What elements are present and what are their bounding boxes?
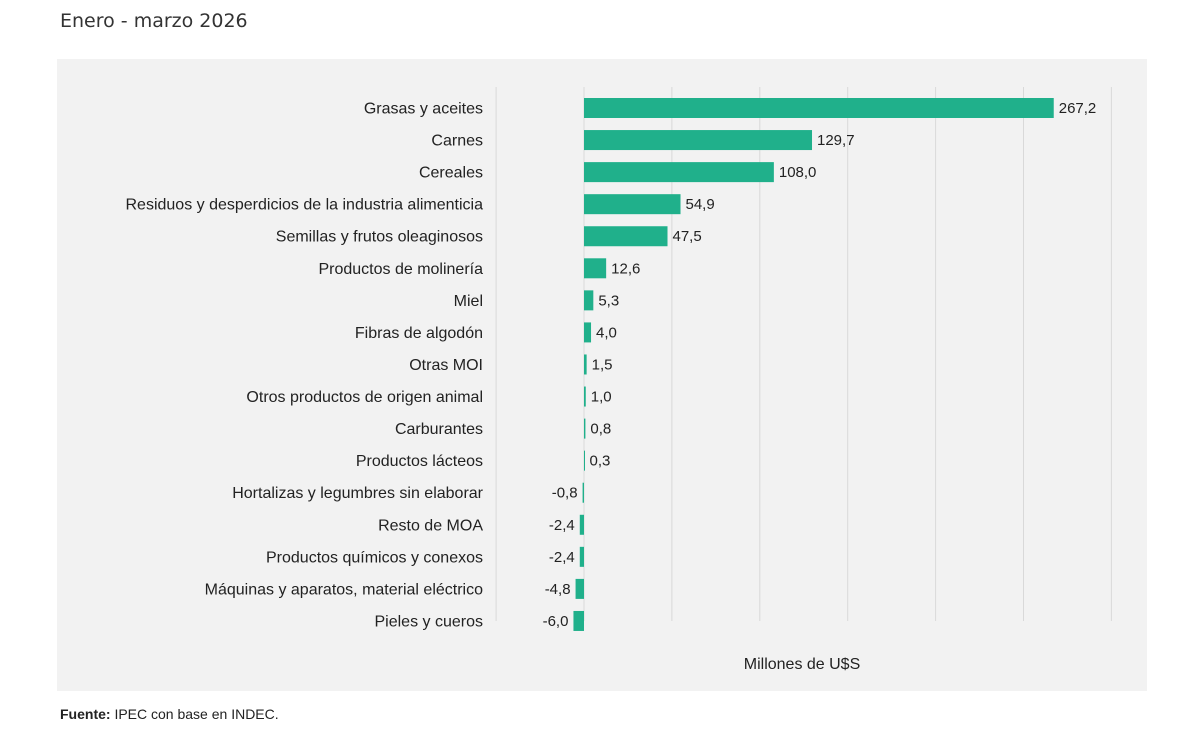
data-label: 12,6 <box>611 260 640 277</box>
data-label: 47,5 <box>673 228 702 245</box>
data-label: 1,0 <box>591 389 612 406</box>
category-label: Grasas y aceites <box>364 101 483 118</box>
data-label: 4,0 <box>596 324 617 341</box>
bar <box>579 514 584 535</box>
source-label: Fuente: <box>60 706 111 722</box>
source-text: IPEC con base en INDEC. <box>110 706 279 722</box>
category-label: Cereales <box>419 165 483 182</box>
data-label: 0,3 <box>590 453 611 470</box>
category-label: Productos lácteos <box>356 453 483 470</box>
category-labels: Grasas y aceites Carnes Cereales Residuos y… <box>125 101 483 631</box>
bar <box>575 578 584 599</box>
bar <box>584 386 586 407</box>
chart-panel: Grasas y aceites Carnes Cereales Residuos y… <box>57 59 1147 691</box>
bars <box>573 98 1054 631</box>
category-label: Fibras de algodón <box>355 325 483 342</box>
bar <box>584 450 585 471</box>
category-label: Otras MOI <box>409 357 483 374</box>
bar <box>582 482 584 503</box>
category-label: Productos de molinería <box>318 261 483 278</box>
category-label: Carnes <box>431 133 483 150</box>
bar <box>584 98 1054 118</box>
bar <box>584 418 586 439</box>
chart-title: Enero - marzo 2026 <box>60 10 248 32</box>
data-label: 129,7 <box>817 132 855 149</box>
x-axis-label: Millones de U$S <box>744 656 861 673</box>
bar-chart: Grasas y aceites Carnes Cereales Residuos y… <box>125 87 1112 673</box>
bar <box>584 162 774 183</box>
bar <box>584 226 668 247</box>
data-label: 267,2 <box>1059 100 1097 117</box>
bar <box>584 130 813 151</box>
source-note: Fuente: IPEC con base en INDEC. <box>60 706 279 722</box>
data-label: -2,4 <box>549 517 575 534</box>
data-label: -0,8 <box>552 485 578 502</box>
data-label: 108,0 <box>779 164 817 181</box>
data-label: -4,8 <box>545 581 571 598</box>
category-label: Pieles y cueros <box>375 613 484 630</box>
bar <box>584 258 607 279</box>
category-label: Carburantes <box>395 421 483 438</box>
category-label: Otros productos de origen animal <box>246 389 483 406</box>
category-label: Resto de MOA <box>378 517 483 534</box>
data-label: 5,3 <box>598 292 619 309</box>
data-label: -2,4 <box>549 549 575 566</box>
bar <box>584 194 681 215</box>
category-label: Miel <box>454 293 483 310</box>
bar <box>584 322 592 343</box>
data-label: 0,8 <box>590 421 611 438</box>
bar <box>584 290 594 311</box>
category-label: Hortalizas y legumbres sin elaborar <box>232 485 483 502</box>
bar <box>584 354 587 375</box>
category-label: Residuos y desperdicios de la industria … <box>125 197 483 214</box>
data-label: -6,0 <box>543 613 569 630</box>
category-label: Semillas y frutos oleaginosos <box>276 229 483 246</box>
category-label: Máquinas y aparatos, material eléctrico <box>205 581 483 598</box>
category-label: Productos químicos y conexos <box>266 549 483 566</box>
data-label: 1,5 <box>592 356 613 373</box>
data-label: 54,9 <box>686 196 715 213</box>
bar <box>579 546 584 567</box>
bar <box>573 610 584 631</box>
